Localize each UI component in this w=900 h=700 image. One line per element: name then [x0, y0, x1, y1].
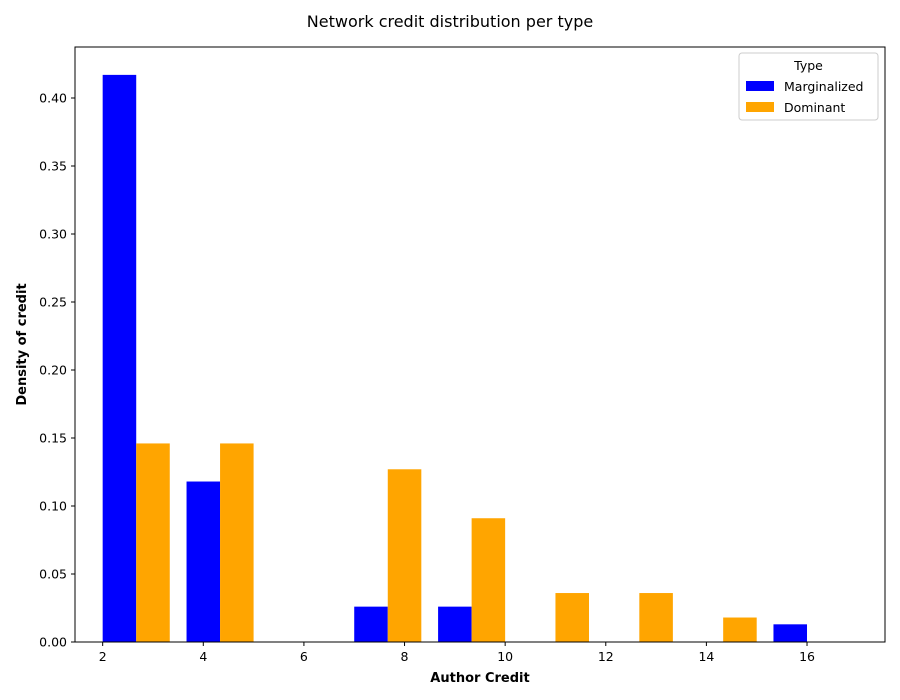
- bar-dominant-3: [387, 469, 422, 642]
- y-tick-label: 0.40: [39, 91, 67, 106]
- bar-marginalized-3: [354, 606, 388, 642]
- bar-dominant-6: [639, 593, 673, 642]
- y-tick-label: 0.20: [39, 363, 67, 378]
- bar-dominant-0: [136, 443, 170, 642]
- legend-swatch-marginalized: [746, 81, 774, 91]
- bar-dominant-4: [471, 518, 506, 642]
- y-tick-label: 0.25: [39, 295, 67, 310]
- y-tick-label: 0.35: [39, 159, 67, 174]
- x-axis: 2 4 6 8 10 12 14 16: [99, 642, 815, 664]
- y-tick-label: 0.00: [39, 635, 67, 650]
- legend-title: Type: [793, 58, 823, 73]
- bar-marginalized-0: [102, 74, 137, 642]
- x-tick-label: 6: [300, 649, 308, 664]
- bar-dominant-5: [555, 593, 590, 642]
- y-tick-label: 0.15: [39, 431, 67, 446]
- x-tick-label: 16: [799, 649, 815, 664]
- x-tick-label: 12: [598, 649, 614, 664]
- plot-frame: [74, 46, 886, 643]
- bar-marginalized-1: [186, 481, 221, 642]
- y-tick-label: 0.30: [39, 227, 67, 242]
- x-tick-label: 4: [199, 649, 207, 664]
- x-tick-label: 14: [698, 649, 714, 664]
- bar-marginalized-4: [438, 606, 472, 642]
- y-tick-label: 0.10: [39, 499, 67, 514]
- y-axis-label: Density of credit: [15, 283, 30, 405]
- x-tick-label: 10: [497, 649, 513, 664]
- x-tick-label: 2: [99, 649, 107, 664]
- legend-label-marginalized: Marginalized: [784, 79, 864, 94]
- x-axis-label: Author Credit: [430, 671, 529, 686]
- bar-marginalized-8: [773, 624, 808, 642]
- legend-label-dominant: Dominant: [784, 100, 845, 115]
- legend: Type Marginalized Dominant: [738, 52, 879, 121]
- chart-title: Network credit distribution per type: [306, 12, 594, 31]
- bar-dominant-7: [723, 617, 757, 642]
- bars-group: [102, 74, 808, 642]
- x-tick-label: 8: [401, 649, 409, 664]
- y-tick-label: 0.05: [39, 567, 67, 582]
- y-axis: 0.00 0.05 0.10 0.15 0.20 0.25 0.30 0.35 0.40: [39, 91, 75, 650]
- bar-dominant-1: [220, 443, 254, 642]
- legend-swatch-dominant: [746, 102, 774, 112]
